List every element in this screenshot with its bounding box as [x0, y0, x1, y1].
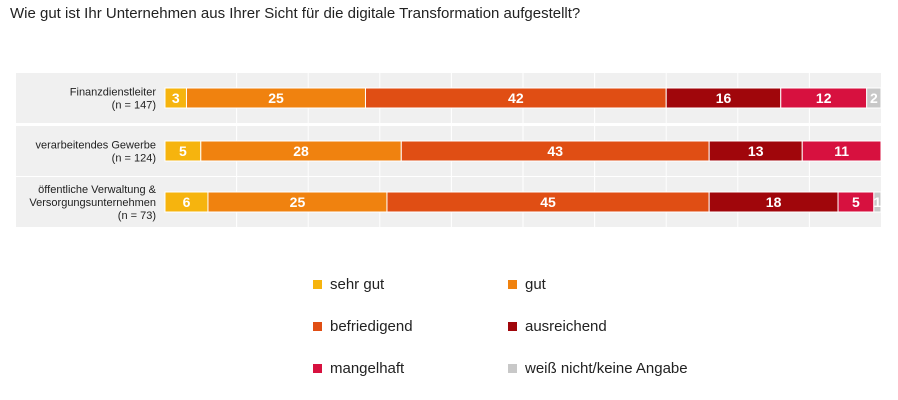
data-label: 6 [183, 194, 191, 210]
category-label: öffentliche Verwaltung & Versorgungsunter… [29, 184, 156, 222]
value-labels: 3 25 42 16 12 25 28 43 13 116 25 45 18 5 1 [172, 90, 882, 210]
data-label: 45 [540, 194, 556, 210]
data-label: 2 [870, 90, 878, 106]
data-label: 11 [834, 143, 849, 159]
data-label: 3 [172, 90, 180, 106]
data-label: 1 [874, 194, 882, 210]
data-label: 18 [766, 194, 782, 210]
bar-segments [164, 87, 882, 213]
data-label: 42 [508, 90, 524, 106]
bar-segment [866, 87, 882, 109]
data-label: 16 [716, 90, 732, 106]
bar-segment [873, 191, 882, 213]
data-label: 25 [268, 90, 284, 106]
bar-segment [801, 140, 882, 162]
data-label: 12 [816, 90, 832, 106]
data-label: 5 [179, 143, 187, 159]
data-label: 13 [748, 143, 764, 159]
chart-title: Wie gut ist Ihr Unternehmen aus Ihrer Si… [10, 5, 581, 22]
category-label: Finanzdienstleiter (n = 147) [70, 87, 157, 112]
data-label: 28 [293, 143, 309, 159]
data-label: 43 [547, 143, 563, 159]
data-label: 5 [852, 194, 860, 210]
category-label: verarbeitendes Gewerbe (n = 124) [36, 140, 156, 165]
category-labels: Finanzdienstleiter (n = 147) verarbeitende… [29, 87, 156, 223]
data-label: 25 [290, 194, 306, 210]
